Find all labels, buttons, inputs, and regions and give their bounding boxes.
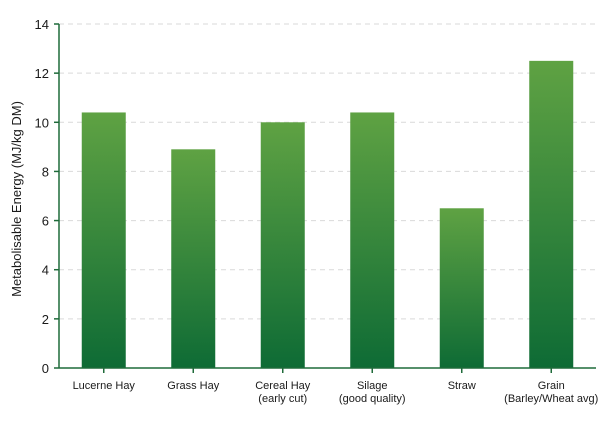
x-tick-label: Grass Hay: [167, 380, 219, 392]
bar: [529, 60, 574, 368]
x-tick-label-line: (good quality): [339, 393, 406, 405]
bar: [260, 122, 305, 369]
x-tick-label: Silage (good quality): [339, 380, 406, 405]
y-tick-label: 10: [35, 115, 49, 130]
x-tick-label-line: Straw: [448, 380, 476, 392]
x-tick-label-line: Grain: [538, 380, 565, 392]
y-tick-label: 2: [42, 312, 49, 327]
labels: 0 2 4 6 8 10 12 14 Lucerne Hay Grass Hay Cereal Ha…: [35, 17, 599, 405]
y-tick-label: 8: [42, 164, 49, 179]
y-tick-label: 14: [35, 17, 49, 32]
x-tick-label-line: (Barley/Wheat avg): [504, 393, 598, 405]
x-tick-label: Grain (Barley/Wheat avg): [504, 380, 598, 405]
bar: [81, 112, 126, 368]
x-tick-label-line: (early cut): [258, 393, 307, 405]
x-tick-label-line: Grass Hay: [167, 380, 219, 392]
x-tick-label-line: Lucerne Hay: [73, 380, 136, 392]
grid-lines: [59, 23, 596, 320]
y-tick-label: 12: [35, 66, 49, 81]
y-axis-title: Metabolisable Energy (MJ/kg DM): [9, 101, 24, 297]
x-tick-label: Lucerne Hay: [73, 380, 136, 392]
y-tick-label: 6: [42, 214, 49, 229]
bar: [350, 112, 395, 368]
y-tick-label: 4: [42, 263, 49, 278]
bar: [439, 208, 484, 368]
x-tick-label-line: Cereal Hay: [255, 380, 311, 392]
bar: [171, 149, 216, 368]
bars: [81, 60, 574, 369]
x-tick-label: Cereal Hay (early cut): [255, 380, 311, 405]
y-tick-label: 0: [42, 361, 49, 376]
axes: [54, 23, 596, 373]
x-tick-label-line: Silage: [357, 380, 388, 392]
x-tick-label: Straw: [448, 380, 476, 392]
